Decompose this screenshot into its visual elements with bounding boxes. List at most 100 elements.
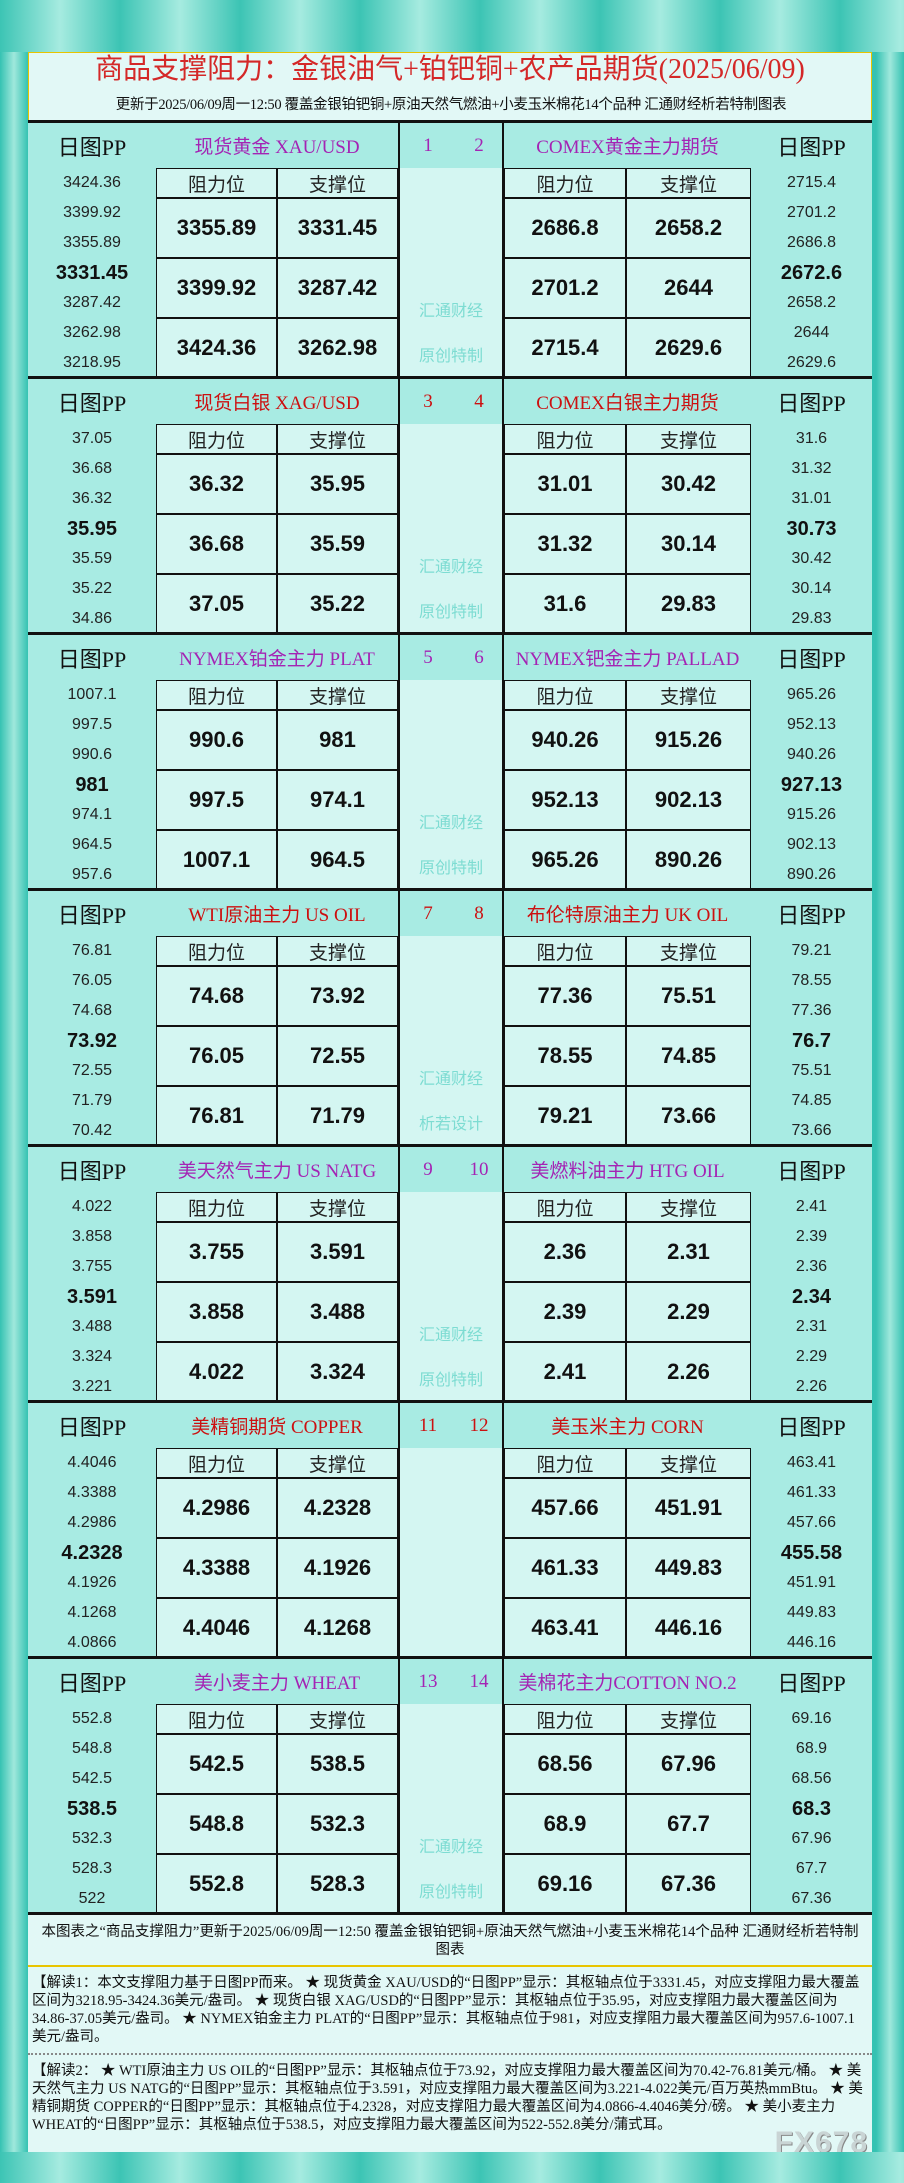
- support-value: 4.1268: [277, 1598, 398, 1658]
- resistance-value: 965.26: [504, 830, 626, 890]
- resistance-header: 阻力位: [504, 680, 626, 710]
- pp-level: 3287.42: [63, 294, 121, 311]
- pp-level: 461.33: [787, 1484, 836, 1501]
- support-value: 67.96: [626, 1734, 751, 1794]
- support-value: 528.3: [277, 1854, 398, 1914]
- page-subtitle: 更新于2025/06/09周一12:50 覆盖金银铂钯铜+原油天然气燃油+小麦玉…: [115, 97, 787, 113]
- resistance-value: 36.68: [156, 514, 277, 574]
- pp-level: 974.1: [71, 806, 113, 823]
- pp-level: 890.26: [787, 866, 836, 883]
- pivot-point: 2672.6: [780, 261, 843, 284]
- pp-level: 457.66: [787, 1514, 836, 1531]
- pp-level: 4.0866: [67, 1634, 117, 1651]
- support-value: 67.7: [626, 1794, 751, 1854]
- resistance-value: 76.81: [156, 1086, 277, 1146]
- pp-level: 72.55: [71, 1062, 113, 1079]
- support-header: 支撑位: [277, 680, 398, 710]
- resistance-value: 3.858: [156, 1282, 277, 1342]
- pivot-point: 3331.45: [55, 261, 129, 284]
- resistance-header: 阻力位: [156, 936, 277, 966]
- resistance-value: 78.55: [504, 1026, 626, 1086]
- support-value: 2.26: [626, 1342, 751, 1402]
- pp-level: 4.3388: [67, 1484, 117, 1501]
- support-value: 3262.98: [277, 318, 398, 378]
- left-title: NYMEX铂金主力 PLAT: [179, 649, 375, 670]
- pp-level: 35.59: [71, 550, 113, 567]
- support-value: 30.14: [626, 514, 751, 574]
- pp-level: 965.26: [787, 686, 836, 703]
- resistance-value: 2.41: [504, 1342, 626, 1402]
- support-value: 29.83: [626, 574, 751, 634]
- pp-level: 3399.92: [63, 204, 121, 221]
- right-title: 美棉花主力COTTON NO.2: [518, 1673, 737, 1694]
- left-number: 11: [418, 1414, 438, 1436]
- support-value: 902.13: [626, 770, 751, 830]
- center-divider: [398, 1659, 504, 1912]
- pp-level: 74.85: [791, 1092, 832, 1109]
- pp-level: 3355.89: [63, 234, 121, 251]
- resistance-value: 36.32: [156, 454, 277, 514]
- support-header: 支撑位: [626, 168, 751, 198]
- resistance-value: 2701.2: [504, 258, 626, 318]
- support-resistance-table: 日图PP 日图PP 现货黄金 XAU/USD COMEX黄金主力期货 1 2 阻力位 支撑位 3…: [28, 120, 872, 1915]
- pp-level: 31.6: [795, 430, 828, 447]
- resistance-value: 2.36: [504, 1222, 626, 1282]
- pp-label-left: 日图PP: [57, 134, 127, 160]
- pp-level: 3.488: [71, 1318, 113, 1335]
- resistance-value: 68.9: [504, 1794, 626, 1854]
- support-header: 支撑位: [277, 1704, 398, 1734]
- commodity-block: 日图PP 日图PP 美精铜期货 COPPER 美玉米主力 CORN 11 12 阻力位 支撑位…: [28, 1400, 872, 1658]
- support-value: 73.92: [277, 966, 398, 1026]
- pivot-point: 73.92: [66, 1029, 118, 1052]
- resistance-header: 阻力位: [156, 1704, 277, 1734]
- pp-level: 548.8: [71, 1740, 113, 1757]
- pp-level: 75.51: [791, 1062, 832, 1079]
- pp-level: 78.55: [791, 972, 832, 989]
- left-number: 1: [423, 134, 433, 156]
- center-column: [398, 424, 504, 632]
- pp-level: 4.1926: [67, 1574, 117, 1591]
- support-value: 3287.42: [277, 258, 398, 318]
- right-title: 布伦特原油主力 UK OIL: [526, 905, 729, 926]
- support-header: 支撑位: [626, 1448, 751, 1478]
- resistance-header: 阻力位: [156, 680, 277, 710]
- right-number: 4: [474, 390, 484, 412]
- pp-level: 71.79: [71, 1092, 113, 1109]
- support-value: 3331.45: [277, 198, 398, 258]
- center-divider: [398, 891, 504, 1144]
- footer-notes: 本图表之“商品支撑阻力”更新于2025/06/09周一12:50 覆盖金银铂钯铜…: [28, 1912, 872, 2158]
- pp-level: 997.5: [71, 716, 113, 733]
- left-number: 3: [423, 390, 433, 412]
- pp-level: 964.5: [71, 836, 113, 853]
- support-header: 支撑位: [626, 424, 751, 454]
- support-value: 981: [277, 710, 398, 770]
- center-divider: [398, 123, 504, 376]
- resistance-value: 2686.8: [504, 198, 626, 258]
- right-title: 美玉米主力 CORN: [551, 1417, 704, 1438]
- support-header: 支撑位: [277, 936, 398, 966]
- left-title: 美小麦主力 WHEAT: [193, 1673, 361, 1694]
- support-value: 2.29: [626, 1282, 751, 1342]
- pp-level: 957.6: [71, 866, 113, 883]
- pp-label-left: 日图PP: [57, 902, 127, 928]
- pp-level: 915.26: [787, 806, 836, 823]
- pivot-point: 68.3: [792, 1797, 831, 1820]
- resistance-value: 461.33: [504, 1538, 626, 1598]
- support-value: 890.26: [626, 830, 751, 890]
- commodity-block: 日图PP 日图PP 美天然气主力 US NATG 美燃料油主力 HTG OIL 9 10 阻…: [28, 1144, 872, 1402]
- right-number: 10: [469, 1158, 489, 1180]
- resistance-value: 952.13: [504, 770, 626, 830]
- watermark-text: 原创特制: [418, 859, 483, 877]
- pp-label-left: 日图PP: [57, 1158, 127, 1184]
- support-value: 74.85: [626, 1026, 751, 1086]
- right-title: COMEX白银主力期货: [536, 393, 719, 414]
- pp-level: 67.7: [795, 1860, 828, 1877]
- support-value: 2629.6: [626, 318, 751, 378]
- watermark-text: 析若设计: [418, 1115, 483, 1133]
- pp-level: 2701.2: [787, 204, 836, 221]
- right-number: 8: [474, 902, 484, 924]
- pp-level: 2.39: [795, 1228, 828, 1245]
- resistance-value: 31.01: [504, 454, 626, 514]
- support-header: 支撑位: [626, 936, 751, 966]
- pivot-point: 3.591: [66, 1285, 118, 1308]
